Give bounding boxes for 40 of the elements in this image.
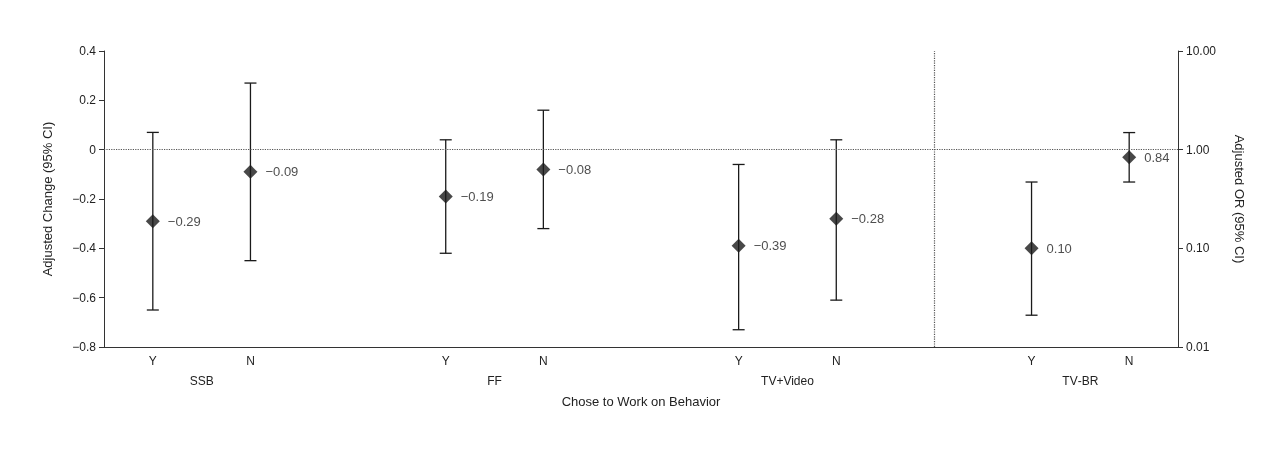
text: TV+Video: [761, 374, 815, 388]
y2-tick-label: 1.00: [1186, 142, 1210, 157]
x-tick-label: N: [1124, 354, 1134, 368]
x-tick-label: Y: [148, 354, 157, 368]
point: [731, 238, 746, 253]
x-tick-label: N: [539, 354, 548, 368]
data-label: −0.08: [558, 161, 592, 177]
x-tick-label: Y: [734, 354, 743, 368]
y-tick-label: 0.4: [79, 44, 97, 58]
y2-tick-label: 10.00: [1186, 44, 1217, 58]
data-label: −0.39: [753, 238, 787, 254]
data-label: −0.28: [851, 211, 885, 227]
point: [145, 214, 160, 229]
y-tick-label: −0.2: [72, 192, 97, 206]
y-axis-title: Adjusted Change (95% CI): [40, 121, 55, 277]
data-label: −0.29: [167, 213, 201, 229]
y-tick-label: 0: [89, 142, 97, 157]
x-axis-title: Chose to Work on Behavior: [561, 394, 722, 409]
y-tick-label: −0.6: [72, 290, 97, 305]
x-tick-label: Y: [1027, 354, 1036, 368]
data-label: 0.10: [1046, 240, 1072, 256]
data-label: −0.09: [265, 164, 299, 180]
y-tick-label: 0.2: [79, 93, 97, 108]
x-tick-label: N: [246, 354, 255, 368]
text: SSB: [189, 374, 214, 388]
point: [829, 211, 844, 226]
y2-tick-label: 0.01: [1186, 340, 1210, 354]
y2-axis-title: Adjusted OR (95% CI): [1232, 134, 1247, 264]
x-tick-label: N: [831, 354, 841, 368]
text: TV‑BR: [1062, 374, 1099, 388]
y-tick-label: −0.8: [72, 340, 97, 354]
x-tick-label: Y: [441, 354, 450, 368]
point: [536, 162, 551, 177]
point: [243, 164, 258, 179]
y-tick-label: −0.4: [72, 241, 97, 256]
point: [438, 189, 453, 204]
data-label: 0.84: [1144, 149, 1170, 165]
data-label: −0.19: [460, 189, 494, 205]
y2-tick-label: 0.10: [1186, 241, 1210, 256]
text: FF: [487, 374, 502, 388]
